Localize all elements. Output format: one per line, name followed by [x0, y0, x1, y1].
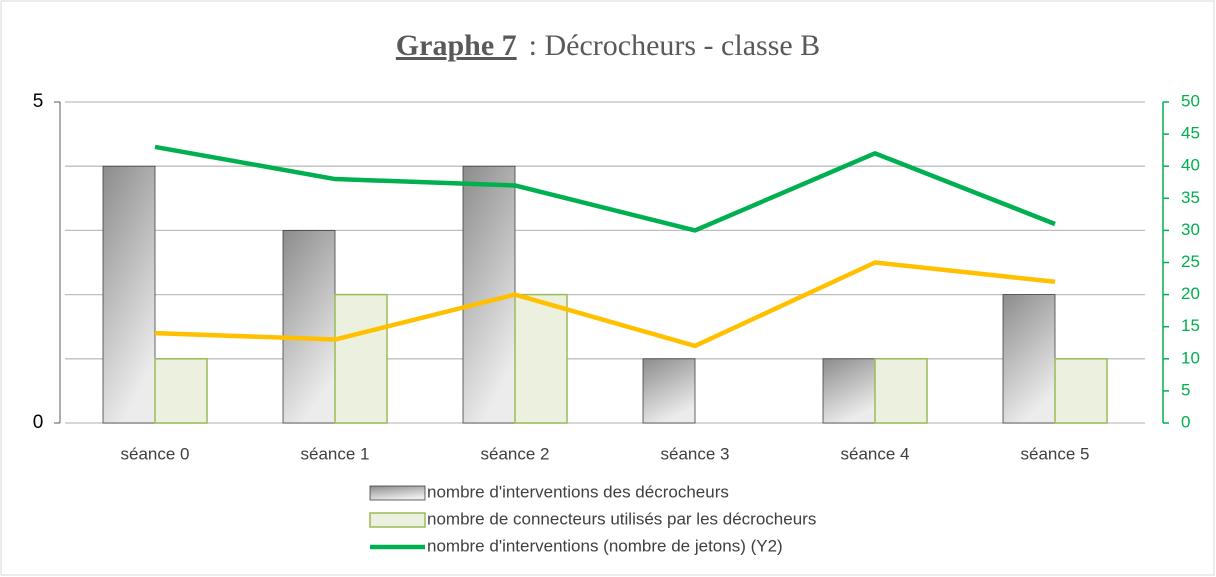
- x-tick-label: séance 0: [121, 444, 190, 463]
- bar: [334, 293, 388, 424]
- legend-label: nombre de connecteurs utilisés par les d…: [427, 509, 816, 528]
- legend-swatch: [369, 512, 426, 528]
- legend-label: nombre d'interventions des décrocheurs: [427, 482, 729, 501]
- x-tick-label: séance 5: [1021, 444, 1090, 463]
- x-tick-label: séance 3: [661, 444, 730, 463]
- title-rest: : Décrocheurs - classe B: [529, 29, 821, 62]
- bar: [102, 165, 156, 424]
- chart-title: Graphe 7 : Décrocheurs - classe B: [396, 29, 820, 62]
- y2-tick-label: 30: [1181, 220, 1200, 239]
- legend-label: nombre d'interventions (nombre de jetons…: [427, 536, 783, 555]
- bar: [1054, 358, 1108, 424]
- y2-tick-label: 15: [1181, 316, 1200, 335]
- y2-tick-label: 20: [1181, 284, 1200, 303]
- line-series: [154, 144, 1056, 233]
- bar: [822, 358, 876, 424]
- y2-tick-label: 45: [1181, 124, 1200, 143]
- bar: [154, 358, 208, 424]
- legend-swatch: [369, 485, 426, 501]
- bar: [874, 358, 928, 424]
- y-tick-label: 0: [33, 412, 44, 433]
- x-tick-label: séance 2: [481, 444, 550, 463]
- bar: [514, 293, 568, 424]
- y2-tick-label: 35: [1181, 188, 1200, 207]
- y-tick-label: 5: [33, 91, 44, 112]
- y2-tick-label: 25: [1181, 252, 1200, 271]
- y2-tick-label: 40: [1181, 156, 1200, 175]
- title-bold: Graphe 7: [396, 29, 517, 62]
- x-tick-label: séance 1: [301, 444, 370, 463]
- y2-tick-label: 10: [1181, 348, 1200, 367]
- y2-tick-label: 0: [1181, 412, 1190, 431]
- y2-tick-label: 50: [1181, 91, 1200, 110]
- x-tick-label: séance 4: [841, 444, 910, 463]
- bar: [282, 229, 336, 424]
- bar: [642, 358, 696, 424]
- y2-tick-label: 5: [1181, 380, 1190, 399]
- bar: [1002, 294, 1056, 424]
- line-series: [154, 260, 1056, 349]
